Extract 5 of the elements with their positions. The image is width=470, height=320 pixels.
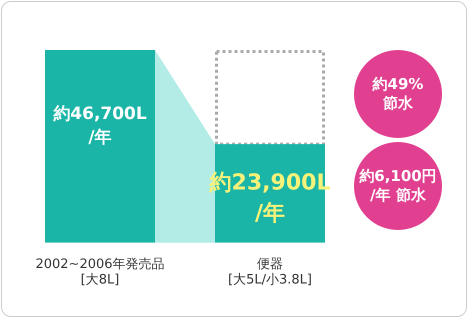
data-label: 約46,700L /年	[52, 104, 147, 148]
text: 約49% 節水	[354, 50, 442, 138]
x-tick-label: 2002~2006年発売品 [大8L]	[35, 256, 165, 288]
text: 約6,100円 /年 節水	[354, 142, 442, 230]
x-tick-label: 便器 [大5L/小3.8L]	[228, 256, 312, 288]
